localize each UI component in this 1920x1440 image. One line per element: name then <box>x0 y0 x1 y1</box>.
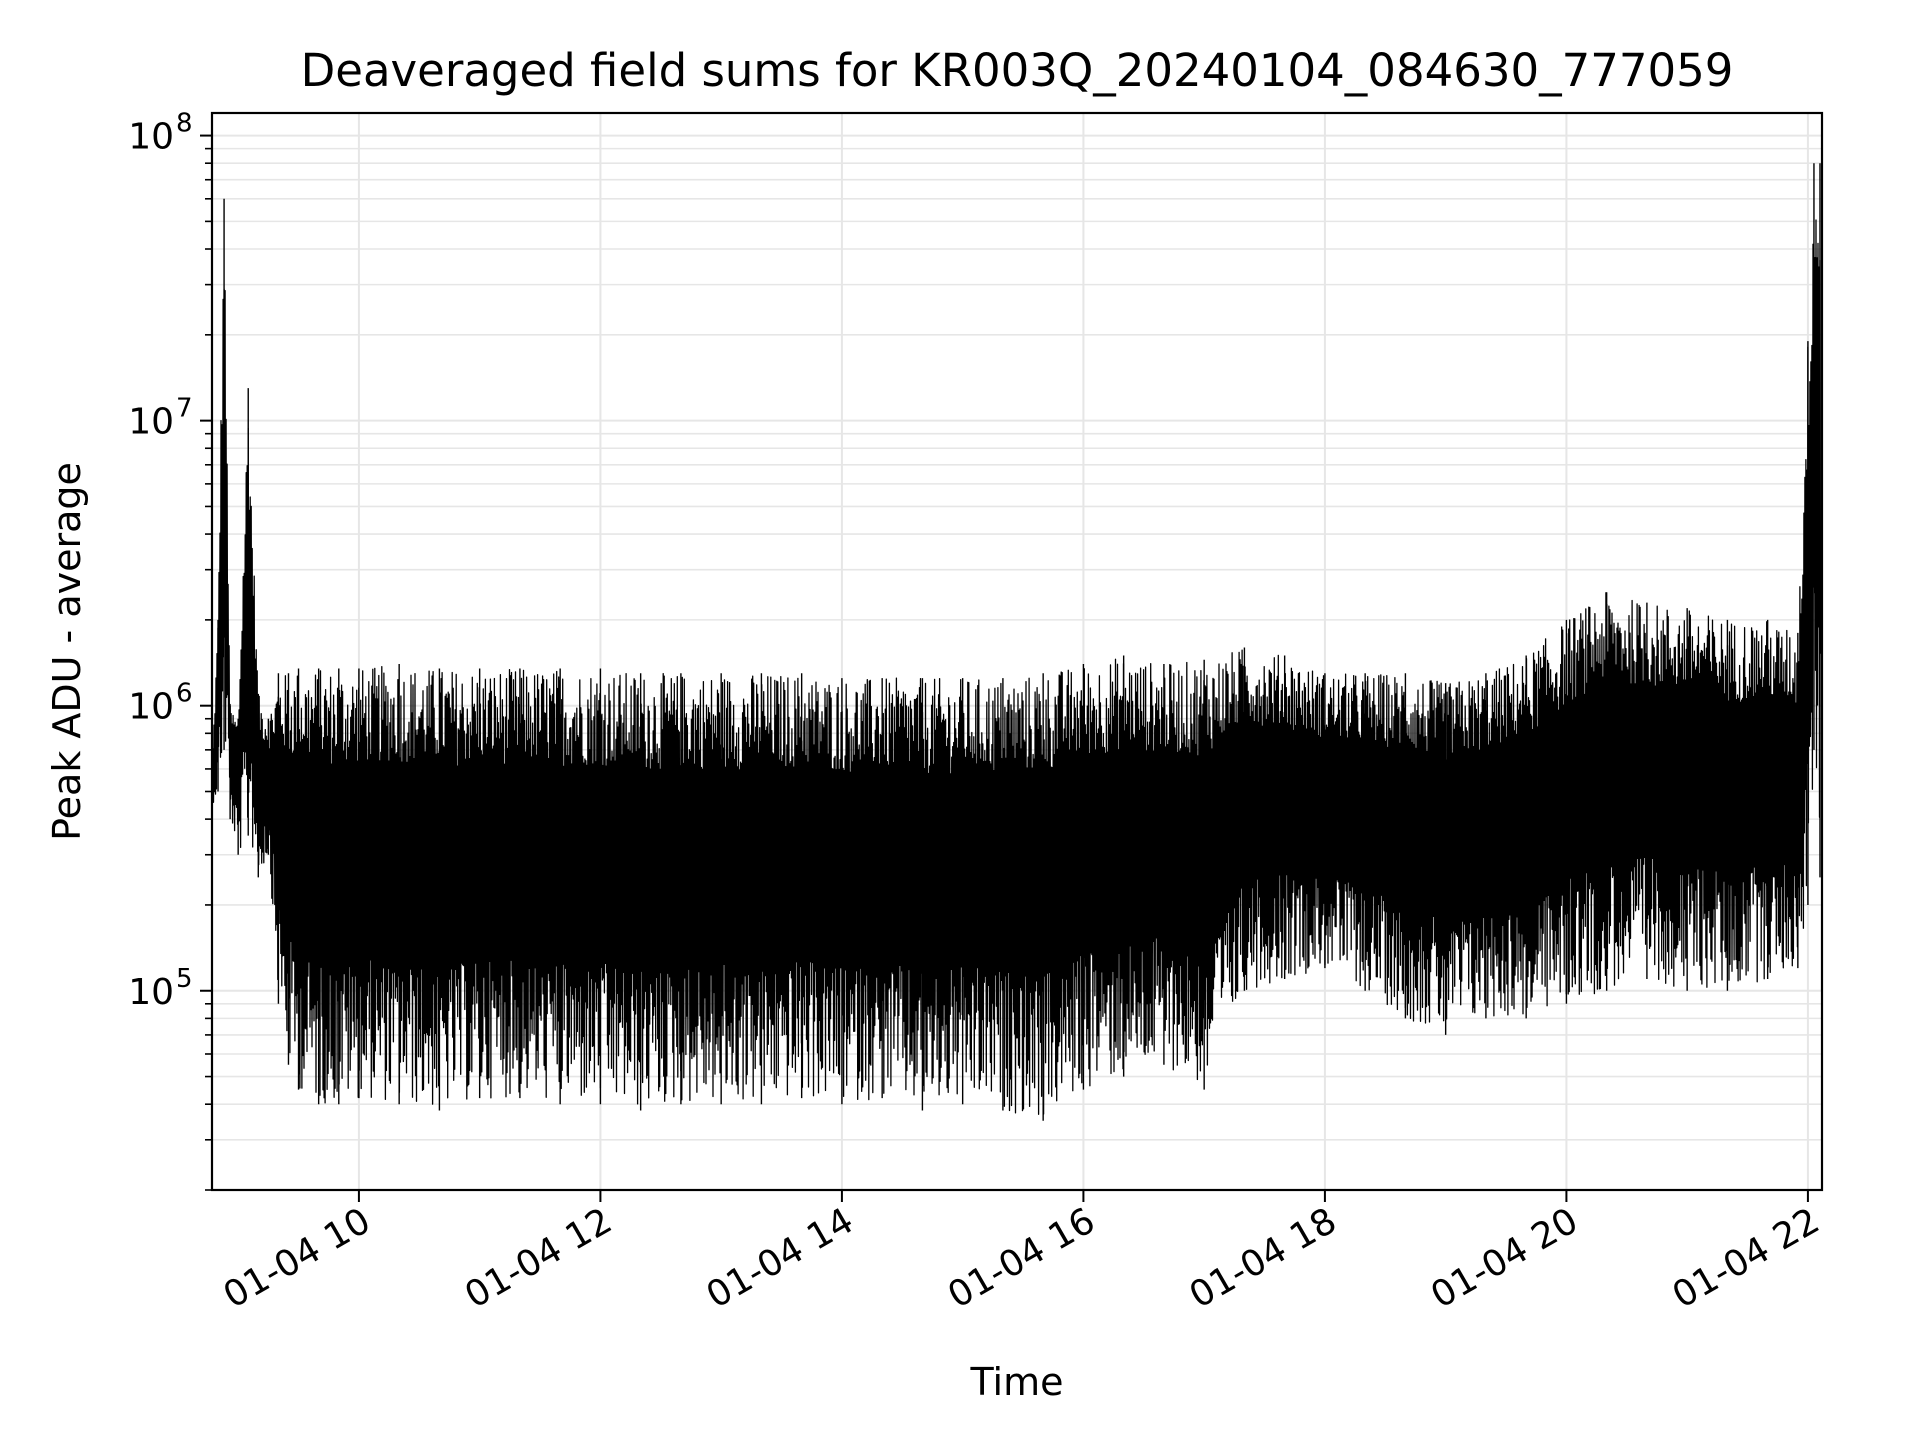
y-tick-exponent: 6 <box>176 679 193 709</box>
plot-frame <box>210 111 1824 1192</box>
chart-title: Deaveraged field sums for KR003Q_2024010… <box>301 44 1734 97</box>
y-tick-label: 10 <box>128 117 174 158</box>
y-tick-exponent: 8 <box>176 109 193 139</box>
y-tick-exponent: 7 <box>176 394 193 424</box>
y-axis-title: Peak ADU - average <box>45 462 89 841</box>
y-tick-label: 10 <box>128 402 174 443</box>
data-layer <box>211 163 1822 1121</box>
x-axis-title: Time <box>970 1360 1064 1404</box>
y-tick-label: 10 <box>128 972 174 1013</box>
y-tick-exponent: 5 <box>176 964 193 994</box>
y-tick-label: 10 <box>128 687 174 728</box>
